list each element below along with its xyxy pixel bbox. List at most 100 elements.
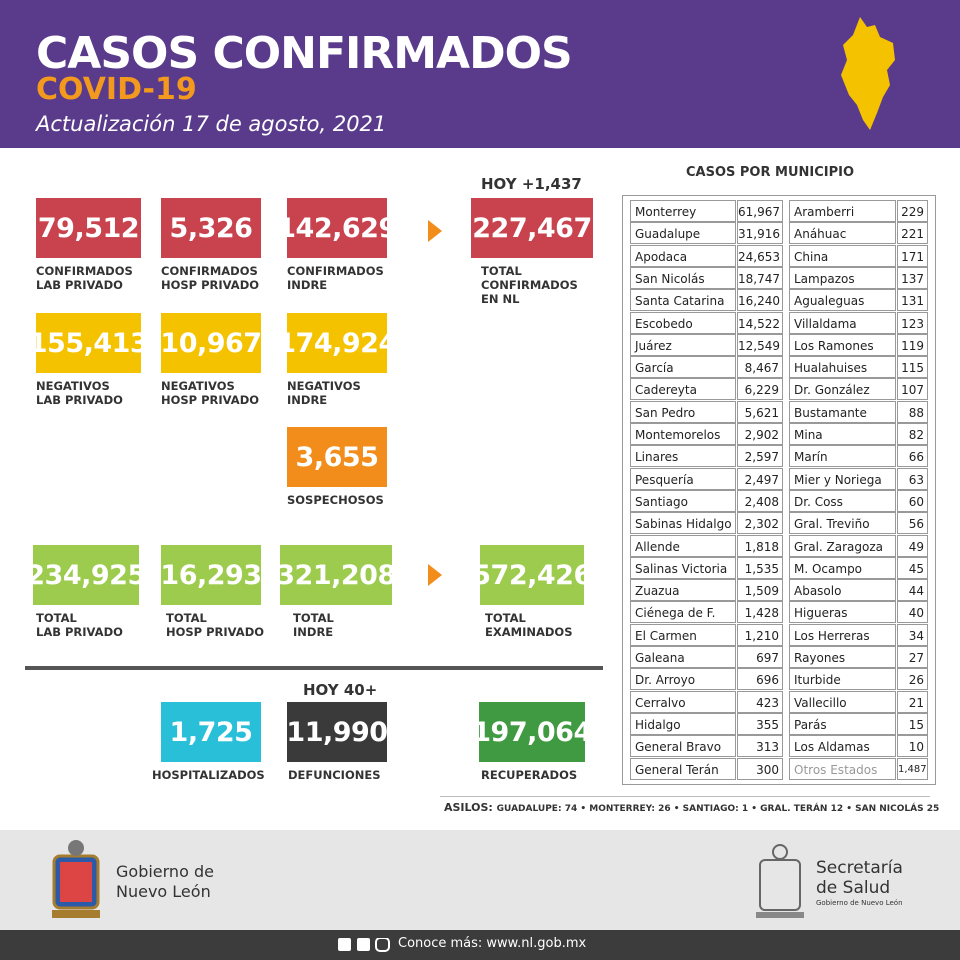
municipio-name: Los Herreras bbox=[789, 623, 896, 646]
divider bbox=[25, 666, 603, 670]
municipio-name: General Bravo bbox=[630, 735, 736, 758]
municipio-name: Apodaca bbox=[630, 244, 736, 267]
municipio-name: El Carmen bbox=[630, 623, 736, 646]
municipio-cases: 2,302 bbox=[737, 512, 783, 535]
municipio-cases: 1,210 bbox=[737, 623, 783, 646]
label-line: TOTAL bbox=[485, 611, 526, 625]
municipio-name: Vallecillo bbox=[789, 690, 896, 713]
municipio-name: Galeana bbox=[630, 646, 736, 668]
stat-label: RECUPERADOS bbox=[481, 768, 577, 782]
gobierno-line: Gobierno de bbox=[116, 862, 214, 881]
municipio-name: Mina bbox=[789, 423, 896, 445]
footer-link[interactable]: Conoce más: www.nl.gob.mx bbox=[398, 936, 587, 951]
municipio-cases: 61,967 bbox=[737, 200, 783, 222]
label-line: TOTAL bbox=[293, 611, 334, 625]
update-date: Actualización 17 de agosto, 2021 bbox=[36, 112, 387, 136]
municipio-name: Salinas Victoria bbox=[630, 556, 736, 579]
municipio-cases: 44 bbox=[897, 579, 928, 602]
municipio-cases: 26 bbox=[897, 668, 928, 691]
label-line: HOSP PRIVADO bbox=[166, 625, 265, 639]
municipio-name: Guadalupe bbox=[630, 222, 736, 245]
municipio-cases: 229 bbox=[897, 200, 928, 222]
municipio-name: Los Ramones bbox=[789, 333, 896, 356]
stat-label: NEGATIVOS HOSP PRIVADO bbox=[161, 379, 259, 407]
rule bbox=[440, 796, 930, 797]
municipio-cases: 27 bbox=[897, 646, 928, 668]
table-title: CASOS POR MUNICIPIO bbox=[686, 165, 855, 180]
asilos-text: GUADALUPE: 74 • MONTERREY: 26 • SANTIAGO… bbox=[496, 804, 940, 814]
stat-box: 11,990 bbox=[286, 702, 388, 762]
municipio-cases: 115 bbox=[897, 356, 928, 379]
municipio-cases: 131 bbox=[897, 289, 928, 312]
municipio-name: Sabinas Hidalgo bbox=[630, 512, 736, 535]
label-line: TOTAL bbox=[166, 611, 207, 625]
municipio-cases: 2,408 bbox=[737, 489, 783, 512]
stat-label: CONFIRMADOS LAB PRIVADO bbox=[36, 264, 133, 292]
stat-label: CONFIRMADOS HOSP PRIVADO bbox=[161, 264, 259, 292]
label-line: HOSPITALIZADOS bbox=[152, 768, 265, 782]
municipio-cases: 8,467 bbox=[737, 356, 783, 379]
asilos-label: ASILOS: bbox=[444, 801, 493, 814]
stat-box: 142,629 bbox=[277, 198, 397, 258]
municipio-cases: 18,747 bbox=[737, 266, 783, 289]
municipio-name: Dr. Arroyo bbox=[630, 668, 736, 691]
municipio-name: Escobedo bbox=[630, 311, 736, 334]
label-line: NEGATIVOS bbox=[36, 379, 110, 393]
municipio-name: Zuazua bbox=[630, 579, 736, 602]
municipio-name: Montemorelos bbox=[630, 423, 736, 445]
municipio-cases: 21 bbox=[897, 690, 928, 713]
label-line: HOSP PRIVADO bbox=[161, 393, 260, 407]
municipio-name: Hualahuises bbox=[789, 356, 896, 379]
stat-label: TOTAL LAB PRIVADO bbox=[36, 611, 123, 639]
municipio-cases: 88 bbox=[897, 400, 928, 423]
header-band bbox=[0, 0, 960, 148]
municipio-cases: 45 bbox=[897, 556, 928, 579]
municipio-name: Cadereyta bbox=[630, 378, 736, 401]
municipio-name: Gral. Zaragoza bbox=[789, 534, 896, 557]
secretaria-sub: Gobierno de Nuevo León bbox=[816, 899, 903, 907]
municipio-cases: 1,487 bbox=[897, 757, 928, 780]
municipio-name: Otros Estados bbox=[789, 757, 896, 780]
municipio-name: Dr. Coss bbox=[789, 489, 896, 512]
subtitle: COVID-19 bbox=[36, 72, 197, 107]
today-cases: HOY +1,437 bbox=[481, 175, 582, 193]
municipio-cases: 423 bbox=[737, 690, 783, 713]
gobierno-line: Nuevo León bbox=[116, 882, 211, 901]
label-line: INDRE bbox=[293, 625, 334, 639]
table-frame bbox=[622, 195, 936, 785]
municipio-name: Higueras bbox=[789, 601, 896, 624]
municipio-name: Hidalgo bbox=[630, 712, 736, 735]
stat-label: SOSPECHOSOS bbox=[287, 493, 384, 507]
label-line: EN NL bbox=[481, 292, 520, 306]
municipio-cases: 5,621 bbox=[737, 400, 783, 423]
label-line: INDRE bbox=[287, 393, 328, 407]
label-line: LAB PRIVADO bbox=[36, 393, 123, 407]
municipio-name: Iturbide bbox=[789, 668, 896, 691]
label-line: CONFIRMADOS bbox=[481, 278, 578, 292]
municipio-name: General Terán bbox=[630, 757, 736, 780]
stat-label: TOTAL CONFIRMADOS EN NL bbox=[481, 264, 578, 306]
municipio-name: Juárez bbox=[630, 333, 736, 356]
municipio-name: Bustamante bbox=[789, 400, 896, 423]
municipio-cases: 12,549 bbox=[737, 333, 783, 356]
municipio-name: San Pedro bbox=[630, 400, 736, 423]
label-line: CONFIRMADOS bbox=[287, 264, 384, 278]
stat-label: CONFIRMADOS INDRE bbox=[287, 264, 384, 292]
municipio-name: Cerralvo bbox=[630, 690, 736, 713]
municipio-cases: 60 bbox=[897, 489, 928, 512]
label-line: TOTAL bbox=[36, 611, 77, 625]
stat-label: NEGATIVOS INDRE bbox=[287, 379, 361, 407]
municipio-cases: 2,497 bbox=[737, 467, 783, 490]
municipio-cases: 300 bbox=[737, 757, 783, 780]
stat-box: 5,326 bbox=[161, 198, 261, 258]
municipio-cases: 14,522 bbox=[737, 311, 783, 334]
bottom-bar bbox=[0, 930, 960, 960]
municipio-cases: 1,428 bbox=[737, 601, 783, 624]
municipio-cases: 696 bbox=[737, 668, 783, 691]
municipio-name: Marín bbox=[789, 445, 896, 468]
stat-box: 572,426 bbox=[472, 545, 592, 605]
municipio-name: Rayones bbox=[789, 646, 896, 668]
label-line: LAB PRIVADO bbox=[36, 278, 123, 292]
municipio-cases: 66 bbox=[897, 445, 928, 468]
